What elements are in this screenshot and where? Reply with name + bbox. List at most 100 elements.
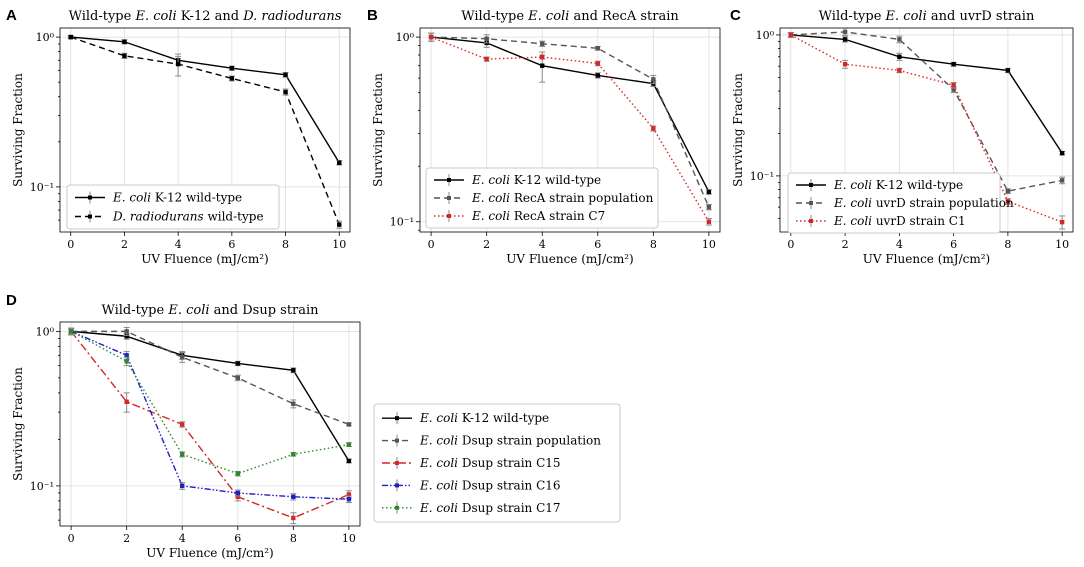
- chart-title: Wild-type E. coli K-12 and D. radioduran…: [69, 9, 342, 24]
- legend: E. coli K-12 wild-type E. coli RecA strai…: [425, 167, 659, 229]
- data-point: [651, 126, 656, 131]
- series: [787, 32, 1066, 156]
- legend-box: [373, 403, 621, 523]
- data-point: [346, 458, 352, 464]
- chart-title: Wild-type E. coli and Dsup strain: [101, 303, 319, 318]
- data-point: [897, 68, 902, 73]
- x-tick-label: 0: [68, 532, 75, 545]
- y-tick-label: 10⁻¹: [30, 480, 54, 493]
- series-line: [790, 31, 1063, 192]
- data-point: [706, 219, 712, 224]
- legend-label: E. coli Dsup strain C15: [419, 456, 561, 470]
- data-point: [235, 494, 240, 499]
- data-point: [124, 359, 129, 364]
- data-point: [484, 36, 489, 41]
- legend-marker: [395, 438, 399, 443]
- legend-marker: [395, 505, 399, 510]
- legend-label: E. coli RecA strain C7: [471, 209, 605, 223]
- x-axis-label: UV Fluence (mJ/cm²): [506, 252, 633, 266]
- data-point: [235, 471, 240, 476]
- x-tick-label: 6: [950, 238, 957, 251]
- data-point: [540, 41, 545, 46]
- x-tick-label: 2: [123, 532, 130, 545]
- legend-label: E. coli Dsup strain population: [419, 434, 601, 448]
- series-line: [71, 330, 350, 426]
- data-point: [291, 515, 296, 521]
- chart-title: Wild-type E. coli and RecA strain: [461, 9, 679, 24]
- data-point: [951, 82, 956, 88]
- x-tick-label: 10: [1055, 238, 1069, 251]
- x-tick-label: 2: [483, 238, 490, 251]
- legend-label: E. coli K-12 wild-type: [419, 411, 549, 425]
- chart-title: Wild-type E. coli and uvrD strain: [819, 9, 1035, 24]
- legend-marker: [447, 214, 451, 218]
- legend-marker: [809, 183, 813, 187]
- legend-label: E. coli K-12 wild-type: [833, 178, 963, 192]
- data-point: [842, 62, 848, 67]
- data-point: [180, 452, 185, 457]
- x-tick-label: 8: [290, 532, 297, 545]
- legend-marker: [447, 178, 451, 182]
- data-point: [291, 452, 296, 457]
- data-point: [1005, 188, 1011, 194]
- data-point: [235, 361, 240, 366]
- x-tick-label: 4: [539, 238, 546, 251]
- y-tick-label: 10⁰: [756, 29, 775, 42]
- data-point: [180, 422, 185, 427]
- data-point: [291, 368, 296, 373]
- data-point: [706, 204, 712, 210]
- panel-letter: A: [6, 7, 17, 24]
- x-tick-label: 10: [342, 532, 356, 545]
- x-axis-label: UV Fluence (mJ/cm²): [141, 252, 268, 266]
- series: [68, 327, 352, 525]
- y-axis-label: Surviving Fraction: [11, 367, 25, 481]
- y-axis-label: Surviving Fraction: [11, 73, 25, 187]
- legend-marker: [447, 196, 451, 200]
- x-tick-label: 4: [179, 532, 186, 545]
- legend-marker: [395, 461, 399, 465]
- x-tick-label: 6: [228, 238, 235, 251]
- data-point: [235, 490, 240, 496]
- legend-marker: [395, 483, 399, 488]
- legend-marker: [809, 201, 813, 205]
- data-point: [124, 334, 129, 339]
- x-tick-label: 8: [1004, 238, 1011, 251]
- panel-C: C 0 2 4 6 8 10 10⁰ 10⁻¹ Wild-type E. coli and uvr…: [730, 7, 1074, 266]
- legend-box: [66, 184, 280, 230]
- legend-box: [425, 167, 659, 229]
- x-tick-label: 4: [175, 238, 182, 251]
- x-tick-label: 2: [842, 238, 849, 251]
- x-tick-label: 0: [428, 238, 435, 251]
- x-tick-label: 6: [594, 238, 601, 251]
- x-tick-label: 8: [282, 238, 289, 251]
- series-line: [431, 36, 710, 208]
- series-line: [70, 330, 349, 500]
- data-point: [229, 76, 235, 81]
- data-point: [651, 77, 656, 82]
- data-point: [122, 39, 127, 45]
- series: [68, 328, 352, 464]
- data-point: [291, 401, 296, 406]
- data-point: [842, 37, 848, 42]
- legend-marker: [809, 219, 813, 223]
- data-point: [788, 32, 794, 38]
- data-point: [124, 399, 129, 405]
- x-tick-label: 0: [787, 238, 794, 251]
- x-axis-label: UV Fluence (mJ/cm²): [863, 252, 990, 266]
- y-axis-label: Surviving Fraction: [371, 73, 385, 187]
- x-axis-label: UV Fluence (mJ/cm²): [146, 546, 273, 560]
- data-point: [1005, 68, 1011, 73]
- y-tick-label: 10⁻¹: [750, 170, 774, 183]
- data-point: [180, 483, 185, 489]
- data-point: [1059, 219, 1065, 225]
- data-point: [951, 87, 956, 92]
- panel-A: A 0 2 4 6 8 10 10⁰ 10⁻¹ Wild-type E. coli K-12 an…: [6, 7, 351, 266]
- x-tick-label: 6: [234, 532, 241, 545]
- series: [787, 28, 1066, 195]
- plot-frame: [59, 27, 351, 233]
- legend-label: D. radiodurans wild-type: [112, 210, 264, 224]
- series: [787, 32, 1066, 230]
- data-point: [951, 62, 956, 67]
- x-tick-label: 10: [702, 238, 716, 251]
